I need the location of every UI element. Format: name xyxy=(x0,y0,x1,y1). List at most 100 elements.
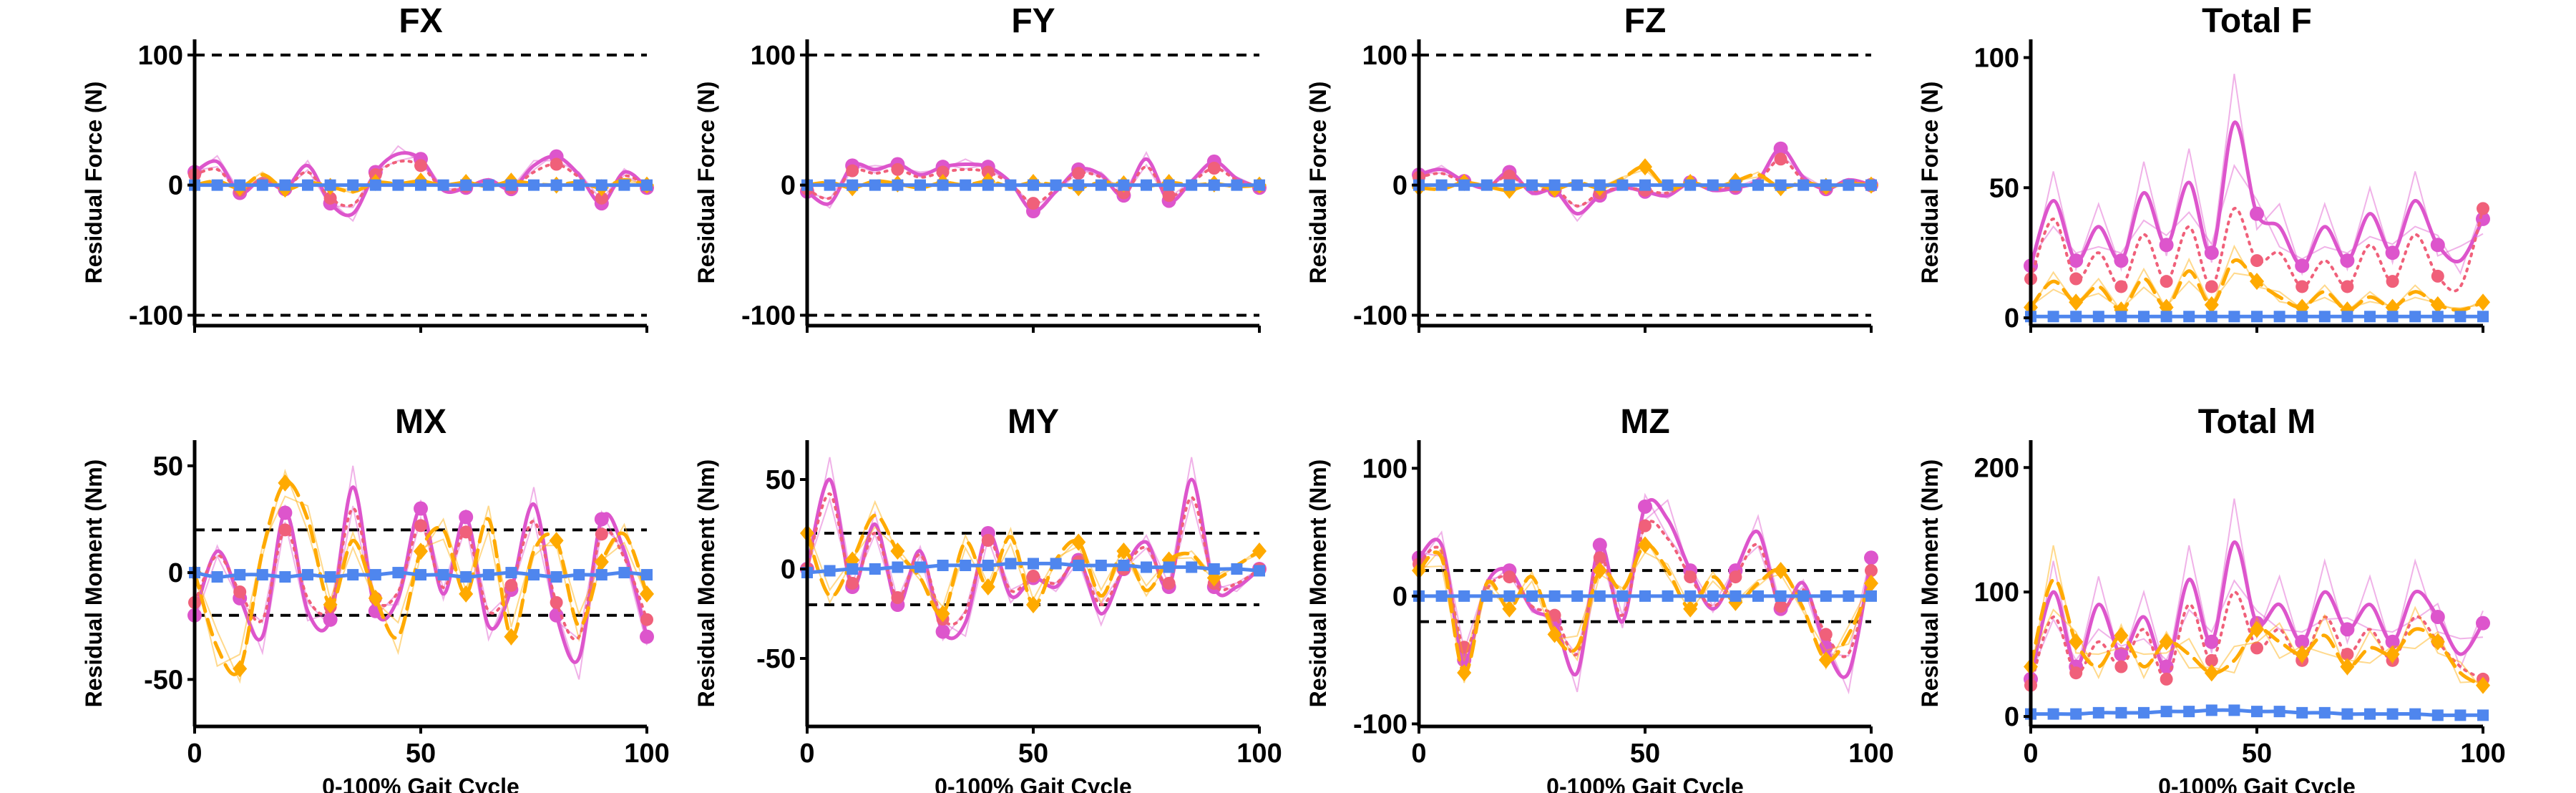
data-point xyxy=(369,179,381,191)
data-point xyxy=(1773,141,1788,156)
data-point xyxy=(2409,311,2421,323)
series-magenta-solid xyxy=(2024,498,2490,686)
data-point xyxy=(1752,179,1764,191)
y-axis-label: Residual Force (N) xyxy=(1305,82,1331,284)
data-point xyxy=(1231,563,1243,575)
data-point xyxy=(1231,179,1243,191)
data-point xyxy=(1480,179,1493,191)
data-point xyxy=(2160,311,2172,323)
data-point xyxy=(2340,658,2355,676)
data-point xyxy=(2114,660,2128,673)
data-point xyxy=(1141,179,1152,191)
data-point xyxy=(1162,189,1176,203)
data-point xyxy=(980,578,995,595)
data-point xyxy=(640,585,654,603)
y-tick-label: 100 xyxy=(751,41,796,71)
data-point xyxy=(369,569,381,581)
data-point xyxy=(1592,562,1607,580)
data-point xyxy=(550,595,563,609)
data-point xyxy=(1254,565,1265,577)
data-point xyxy=(2204,245,2219,261)
data-point xyxy=(1571,179,1584,191)
x-tick-label: 100 xyxy=(2460,739,2505,769)
data-point xyxy=(1662,179,1674,191)
data-point xyxy=(2092,706,2104,719)
data-point xyxy=(2138,311,2150,323)
data-point xyxy=(892,561,904,573)
data-point xyxy=(1616,179,1629,191)
data-point xyxy=(1865,564,1878,578)
series-blue-squares xyxy=(2025,311,2489,323)
series-orange-dashed xyxy=(1412,536,1878,683)
data-point xyxy=(347,569,359,581)
data-point xyxy=(1458,179,1470,191)
data-point xyxy=(550,179,562,191)
data-point xyxy=(2228,311,2240,323)
x-axis-label: 0-100% Gait Cycle xyxy=(322,774,519,793)
data-point xyxy=(234,179,246,191)
y-axis-label: Residual Force (N) xyxy=(1917,82,1943,284)
data-point xyxy=(1638,536,1652,554)
series-line xyxy=(192,172,649,194)
series-orange-dashed xyxy=(800,500,1267,623)
data-point xyxy=(1526,179,1538,191)
data-point xyxy=(891,162,904,176)
data-point xyxy=(1843,179,1855,191)
trial-trace xyxy=(194,500,648,646)
y-axis-label: Residual Moment (Nm) xyxy=(1917,459,1943,708)
data-point xyxy=(415,179,426,191)
series-line xyxy=(2029,578,2485,688)
data-point xyxy=(1208,563,1220,575)
series-blue-squares xyxy=(189,567,653,583)
trial-trace xyxy=(2030,164,2484,276)
data-point xyxy=(1592,537,1607,553)
x-axis-label: 0-100% Gait Cycle xyxy=(1546,774,1744,793)
data-point xyxy=(1616,590,1629,602)
data-point xyxy=(2114,253,2129,268)
y-tick-label: 100 xyxy=(1362,454,1407,484)
data-point xyxy=(460,571,472,583)
data-point xyxy=(1594,179,1606,191)
data-point xyxy=(573,179,585,191)
data-point xyxy=(459,525,473,539)
data-point xyxy=(2430,609,2445,624)
data-point xyxy=(2430,633,2445,651)
data-point xyxy=(1819,628,1833,641)
y-tick-label: -50 xyxy=(144,665,183,695)
data-point xyxy=(324,179,336,191)
x-tick-label: 0 xyxy=(187,739,202,769)
data-point xyxy=(1503,590,1516,602)
x-tick-label: 50 xyxy=(2242,739,2272,769)
y-axis-label: Residual Force (N) xyxy=(81,82,107,284)
data-point xyxy=(1729,570,1742,584)
series-pink-dotted xyxy=(2024,202,2489,293)
y-tick-label: -100 xyxy=(1353,709,1407,739)
y-tick-label: 50 xyxy=(153,452,183,482)
data-point xyxy=(1027,570,1040,583)
series-blue-squares xyxy=(1413,179,1877,191)
data-point xyxy=(824,565,836,577)
y-tick-label: 200 xyxy=(1974,453,2019,483)
data-point xyxy=(2251,311,2263,323)
series-blue-squares xyxy=(2025,704,2489,721)
data-point xyxy=(504,578,518,592)
data-point xyxy=(1005,179,1017,191)
data-point xyxy=(2160,275,2173,288)
data-point xyxy=(641,179,653,191)
data-point xyxy=(2204,296,2219,313)
data-point xyxy=(1050,179,1062,191)
x-tick-label: 50 xyxy=(1630,739,1660,769)
data-point xyxy=(2431,269,2444,283)
data-point xyxy=(414,519,427,532)
data-point xyxy=(2431,311,2444,323)
y-tick-label: 50 xyxy=(766,465,796,495)
data-point xyxy=(640,629,654,644)
trial-trace xyxy=(2030,545,2484,691)
data-point xyxy=(1639,519,1652,532)
series-line xyxy=(1417,543,1873,675)
subplot-total-f: 0 50 100 Total F Residual Force (N) xyxy=(1917,2,2490,334)
series-line xyxy=(806,492,1261,626)
data-point xyxy=(1095,560,1107,571)
data-point xyxy=(937,179,949,191)
